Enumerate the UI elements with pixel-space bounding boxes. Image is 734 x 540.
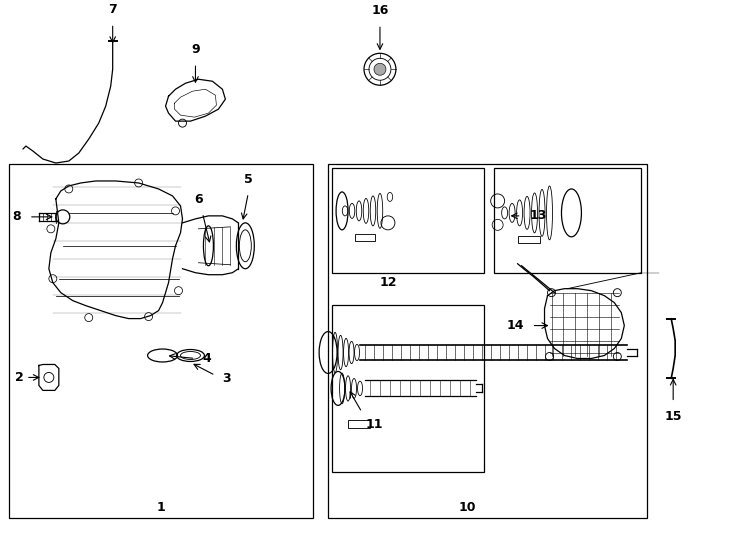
Text: 3: 3: [222, 372, 231, 385]
Text: 12: 12: [379, 276, 396, 289]
Bar: [348, 420, 370, 428]
Text: 13: 13: [529, 210, 547, 222]
Text: 7: 7: [109, 3, 117, 16]
Text: 8: 8: [12, 211, 21, 224]
Bar: [332, 305, 484, 472]
Text: 4: 4: [203, 352, 211, 365]
Text: 2: 2: [15, 371, 23, 384]
Text: 10: 10: [459, 501, 476, 514]
Text: 6: 6: [194, 193, 203, 206]
Text: 15: 15: [664, 410, 682, 423]
Text: 9: 9: [191, 43, 200, 56]
Circle shape: [374, 63, 386, 75]
Text: 14: 14: [506, 319, 523, 332]
Text: 1: 1: [156, 501, 165, 514]
Text: 5: 5: [244, 173, 252, 186]
Text: 11: 11: [366, 418, 383, 431]
Bar: [332, 168, 484, 273]
Bar: [328, 164, 647, 518]
Text: 16: 16: [371, 4, 388, 17]
Bar: [9, 164, 313, 518]
Bar: [494, 168, 642, 273]
Bar: [517, 236, 539, 243]
Bar: [355, 234, 375, 241]
